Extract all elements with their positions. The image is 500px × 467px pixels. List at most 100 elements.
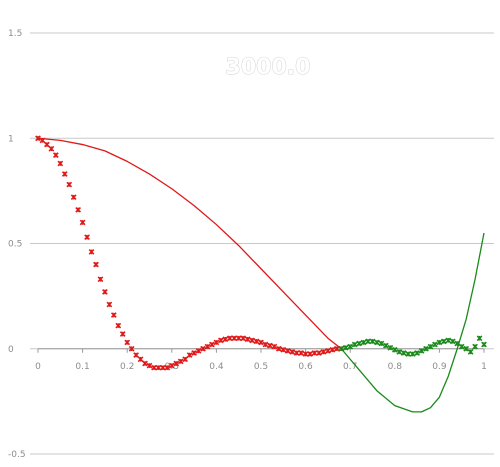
- data-point: [217, 337, 224, 344]
- data-point: [476, 335, 483, 342]
- data-point: [39, 137, 46, 144]
- data-point: [84, 234, 90, 241]
- data-point: [316, 350, 322, 356]
- y-tick-label: 1.5: [8, 29, 22, 39]
- data-point: [209, 341, 215, 348]
- x-tick-label: 0.9: [432, 362, 447, 372]
- data-point: [249, 337, 255, 344]
- data-point: [458, 343, 465, 350]
- data-point: [423, 345, 429, 352]
- data-point: [57, 160, 64, 167]
- data-point: [133, 352, 139, 358]
- data-point: [472, 343, 478, 350]
- data-point: [191, 350, 197, 356]
- data-point: [369, 338, 376, 345]
- data-point: [52, 152, 59, 158]
- data-point: [298, 350, 305, 356]
- grid-lines: [30, 32, 494, 455]
- data-point: [124, 339, 131, 346]
- x-tick-label: 1: [481, 362, 487, 372]
- data-point: [235, 335, 242, 342]
- data-point: [97, 276, 104, 283]
- data-point: [258, 339, 264, 346]
- data-point: [463, 345, 470, 352]
- data-point: [342, 344, 349, 351]
- data-point: [195, 347, 202, 354]
- data-point: [302, 351, 309, 357]
- data-point: [226, 335, 233, 342]
- series-line-1: [340, 232, 485, 413]
- y-tick-labels: 1.5 1 0.5 0 -0.5: [8, 29, 26, 460]
- data-point: [391, 346, 398, 353]
- data-point: [427, 343, 434, 350]
- data-point: [445, 337, 452, 344]
- y-tick-label: 0.5: [8, 240, 22, 250]
- data-point: [142, 360, 148, 367]
- y-tick-label: 0: [8, 345, 14, 355]
- data-point: [449, 338, 456, 345]
- series: [35, 135, 487, 413]
- series-markers-3: [338, 335, 487, 357]
- y-tick-label: 1: [8, 134, 14, 144]
- data-point: [119, 331, 126, 337]
- x-tick-label: 0.1: [75, 362, 89, 372]
- data-point: [284, 347, 291, 354]
- data-point: [110, 312, 117, 318]
- data-point: [396, 349, 403, 355]
- data-point: [253, 338, 260, 345]
- data-point: [155, 364, 162, 371]
- data-point: [75, 206, 82, 213]
- x-tick-label: 0.7: [343, 362, 357, 372]
- data-point: [102, 289, 108, 295]
- data-point: [88, 249, 95, 255]
- data-point: [244, 336, 251, 343]
- x-tick-label: 0.2: [120, 362, 134, 372]
- data-point: [311, 350, 318, 356]
- x-tick-label: 0.8: [388, 362, 403, 372]
- data-point: [467, 349, 474, 355]
- data-point: [79, 219, 86, 226]
- x-tick-label: 0.4: [209, 362, 224, 372]
- data-point: [186, 352, 193, 358]
- data-point: [267, 342, 273, 349]
- data-point: [106, 301, 113, 308]
- data-point: [48, 145, 55, 152]
- series-markers-2: [35, 135, 345, 371]
- data-point: [374, 339, 380, 346]
- data-point: [418, 347, 425, 354]
- x-tick-labels: 00.10.20.30.40.50.60.70.80.91: [35, 362, 487, 372]
- data-point: [400, 350, 407, 356]
- data-point: [454, 340, 461, 347]
- data-point: [387, 344, 394, 351]
- data-point: [378, 340, 385, 347]
- data-point: [440, 338, 447, 345]
- data-point: [351, 341, 358, 348]
- data-point: [329, 346, 336, 353]
- data-point: [146, 362, 153, 369]
- data-point: [66, 181, 73, 188]
- data-point: [35, 135, 41, 142]
- data-point: [262, 341, 269, 348]
- series-line-0: [37, 137, 342, 350]
- data-point: [231, 335, 238, 342]
- data-point: [320, 349, 327, 355]
- data-point: [271, 343, 278, 350]
- chart-title: 3000.0: [226, 55, 311, 80]
- data-point: [44, 141, 50, 148]
- data-point: [160, 364, 166, 371]
- data-point: [222, 336, 229, 343]
- data-point: [360, 339, 367, 346]
- x-tick-label: 0.6: [298, 362, 313, 372]
- data-point: [182, 356, 189, 363]
- data-point: [70, 194, 77, 201]
- data-point: [61, 171, 68, 177]
- x-tick-label: 0.5: [254, 362, 268, 372]
- data-point: [432, 341, 438, 348]
- data-point: [151, 364, 157, 371]
- data-point: [240, 335, 247, 342]
- data-point: [128, 345, 135, 352]
- data-point: [275, 345, 282, 352]
- data-point: [333, 345, 340, 352]
- data-point: [365, 338, 371, 345]
